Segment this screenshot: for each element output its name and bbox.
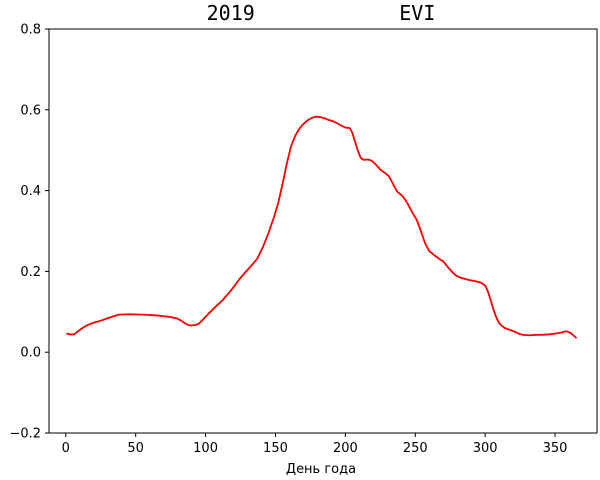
evi-series-line — [66, 115, 577, 339]
x-tick-label: 350 — [543, 441, 568, 456]
y-tick-label: 0.4 — [20, 184, 41, 199]
y-tick-label: −0.2 — [9, 427, 41, 442]
x-tick-label: 150 — [263, 441, 288, 456]
y-tick-label: 0.6 — [20, 103, 41, 118]
x-tick-label: 300 — [473, 441, 498, 456]
x-tick-label: 200 — [333, 441, 358, 456]
x-tick-label: 100 — [193, 441, 218, 456]
x-axis-label: День года — [286, 462, 356, 477]
y-tick-label: 0.0 — [20, 346, 41, 361]
chart-title: 2019 EVI — [207, 1, 436, 25]
axes-frame — [48, 28, 598, 434]
y-tick-label: 0.2 — [20, 265, 41, 280]
y-axis-ticks: −0.2 0.0 0.2 0.4 0.6 0.8 — [9, 23, 49, 442]
x-tick-label: 0 — [62, 441, 70, 456]
x-tick-label: 50 — [127, 441, 144, 456]
x-axis-ticks: 0 50 100 150 200 250 300 350 — [62, 433, 568, 456]
series-group — [66, 115, 577, 339]
plot-area — [48, 28, 598, 434]
x-tick-label: 250 — [403, 441, 428, 456]
y-tick-label: 0.8 — [20, 23, 41, 38]
